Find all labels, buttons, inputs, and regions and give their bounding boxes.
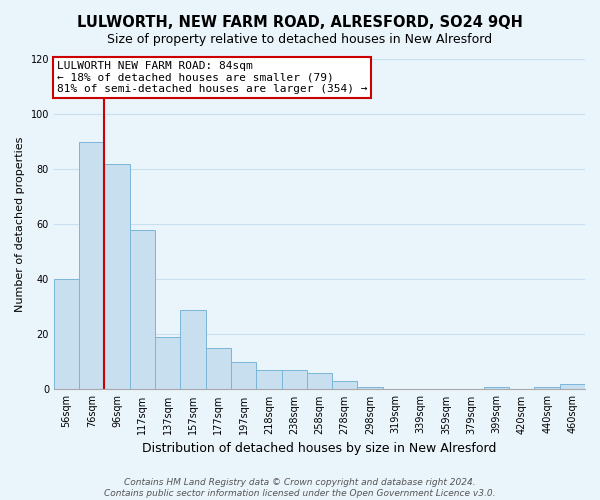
Bar bbox=[484, 386, 509, 390]
Bar bbox=[206, 348, 231, 390]
Bar bbox=[560, 384, 585, 390]
Text: LULWORTH NEW FARM ROAD: 84sqm
← 18% of detached houses are smaller (79)
81% of s: LULWORTH NEW FARM ROAD: 84sqm ← 18% of d… bbox=[56, 60, 367, 94]
Bar bbox=[104, 164, 130, 390]
Bar bbox=[130, 230, 155, 390]
Bar bbox=[281, 370, 307, 390]
Bar bbox=[358, 386, 383, 390]
Bar bbox=[256, 370, 281, 390]
Bar bbox=[535, 386, 560, 390]
Bar bbox=[79, 142, 104, 390]
Bar bbox=[231, 362, 256, 390]
Bar bbox=[155, 337, 181, 390]
X-axis label: Distribution of detached houses by size in New Alresford: Distribution of detached houses by size … bbox=[142, 442, 497, 455]
Bar bbox=[332, 381, 358, 390]
Bar bbox=[181, 310, 206, 390]
Text: Contains HM Land Registry data © Crown copyright and database right 2024.
Contai: Contains HM Land Registry data © Crown c… bbox=[104, 478, 496, 498]
Y-axis label: Number of detached properties: Number of detached properties bbox=[15, 136, 25, 312]
Text: LULWORTH, NEW FARM ROAD, ALRESFORD, SO24 9QH: LULWORTH, NEW FARM ROAD, ALRESFORD, SO24… bbox=[77, 15, 523, 30]
Bar bbox=[54, 280, 79, 390]
Text: Size of property relative to detached houses in New Alresford: Size of property relative to detached ho… bbox=[107, 32, 493, 46]
Bar bbox=[307, 373, 332, 390]
